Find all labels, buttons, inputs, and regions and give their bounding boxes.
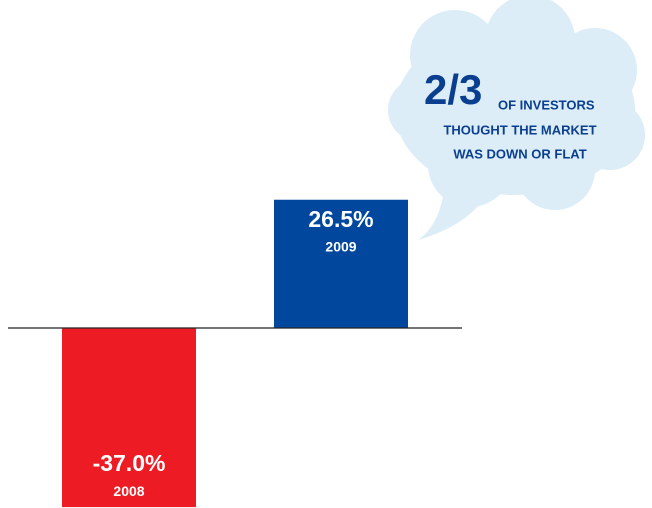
category-label: 2008 (113, 483, 144, 499)
annotation-text: THOUGHT THE MARKET (443, 122, 596, 137)
annotation-fraction: 2/3 (424, 66, 482, 113)
thought-cloud (388, 0, 645, 240)
annotation-text: OF INVESTORS (498, 97, 595, 112)
bar (274, 199, 408, 328)
bar (62, 328, 196, 508)
bars (62, 199, 408, 508)
data-label: 26.5% (308, 206, 373, 232)
data-label: -37.0% (93, 450, 166, 476)
category-label: 2009 (325, 238, 356, 254)
annotation-text: WAS DOWN OR FLAT (453, 146, 586, 161)
